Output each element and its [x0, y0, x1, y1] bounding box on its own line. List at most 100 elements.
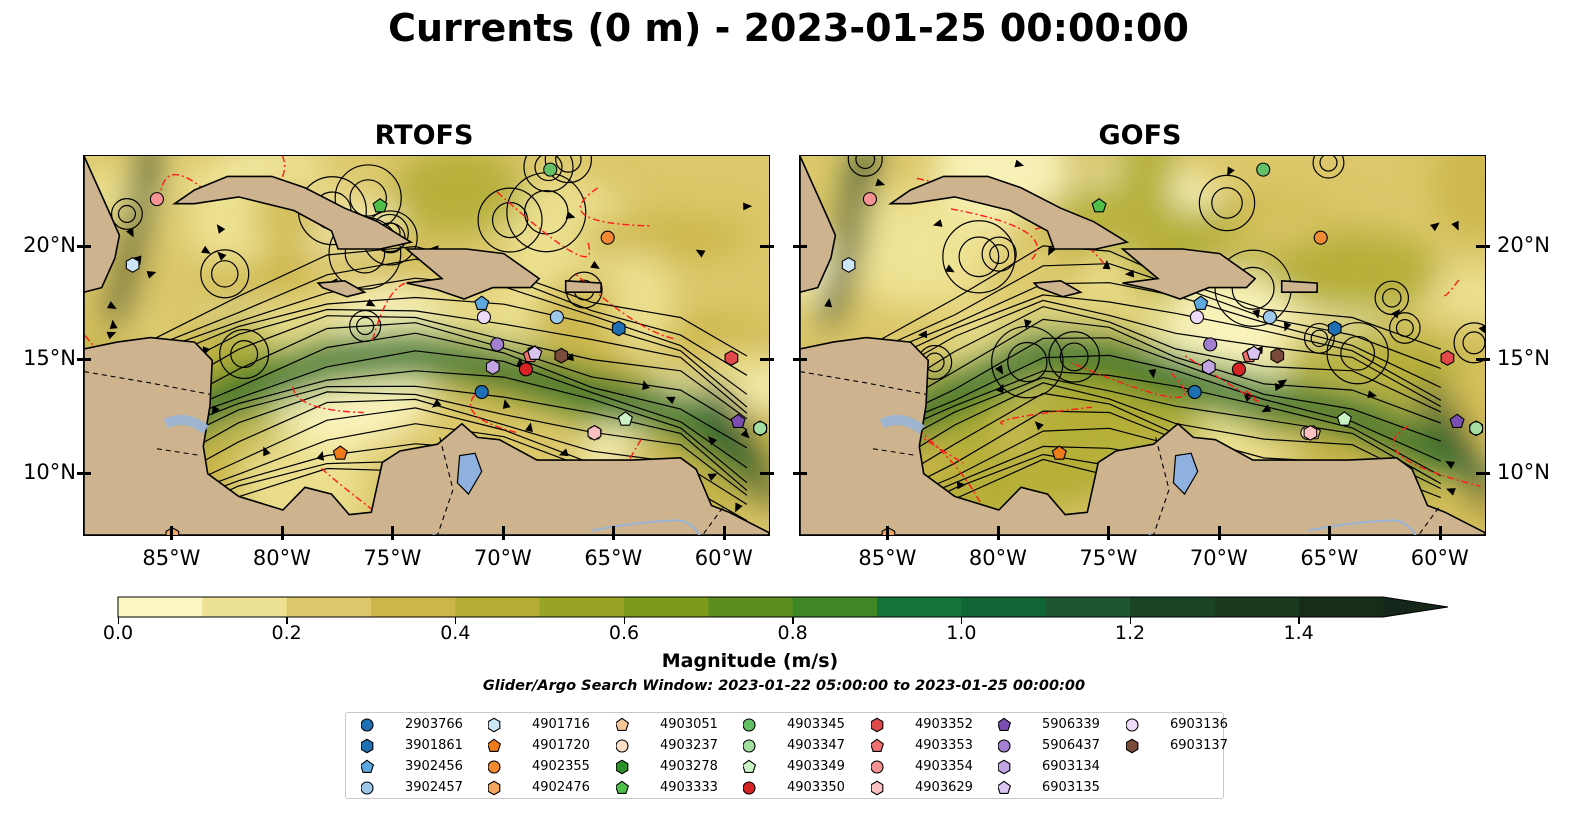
x-tick-mark — [1217, 526, 1221, 540]
legend-marker-icon — [361, 759, 375, 773]
legend-marker-icon — [743, 759, 757, 773]
legend-label: 2903766 — [405, 717, 463, 732]
y-tick-mark — [1476, 244, 1490, 248]
legend-label: 4903629 — [915, 780, 973, 795]
x-tick-label: 70°W — [473, 546, 532, 570]
colorbar-tick-label: 0.2 — [271, 622, 302, 644]
map-panel-gofs — [799, 155, 1486, 536]
x-tick-label: 75°W — [363, 546, 422, 570]
legend-marker-icon — [361, 781, 374, 795]
colorbar-tick-label: 0.4 — [440, 622, 471, 644]
legend-marker-icon — [871, 780, 884, 796]
platform-marker-4901716 — [841, 257, 856, 273]
legend-marker-icon — [616, 739, 629, 753]
legend-label: 4903278 — [660, 759, 718, 774]
legend-marker-icon — [871, 760, 884, 774]
platform-marker-3902456 — [1193, 295, 1209, 310]
legend-label: 4903237 — [660, 738, 718, 753]
legend-marker-icon — [488, 760, 501, 774]
legend-marker-icon — [998, 780, 1012, 794]
x-tick-mark — [612, 526, 616, 540]
legend-label: 4903333 — [660, 780, 718, 795]
legend-label: 4903345 — [787, 717, 845, 732]
platform-marker-5906437 — [1203, 337, 1218, 352]
platform-marker-6903134 — [485, 359, 500, 375]
x-tick-label: 65°W — [1300, 546, 1359, 570]
colorbar-bin — [1298, 597, 1384, 617]
colorbar-tick-mark — [1129, 617, 1131, 624]
colorbar-tick-label: 0.8 — [777, 622, 808, 644]
legend-label: 4901716 — [532, 717, 590, 732]
colorbar-bin — [961, 597, 1047, 617]
platform-marker-4903345 — [1256, 162, 1271, 177]
legend-label: 4903350 — [787, 780, 845, 795]
x-tick-mark — [391, 526, 395, 540]
platform-marker-4903349 — [617, 411, 633, 426]
colorbar-tick-mark — [623, 617, 625, 624]
legend-label: 6903134 — [1042, 759, 1100, 774]
platform-marker-3901861 — [1327, 320, 1342, 337]
y-tick-label-left: 15°N — [23, 346, 76, 371]
platform-marker-4903333 — [1091, 197, 1107, 213]
x-tick-label: 75°W — [1079, 546, 1138, 570]
legend-label: 5906339 — [1042, 717, 1100, 732]
platform-marker-4903354 — [149, 192, 164, 207]
legend-label: 3901861 — [405, 738, 463, 753]
y-tick-mark — [760, 471, 774, 475]
colorbar-bin — [792, 597, 878, 617]
legend-label: 5906437 — [1042, 738, 1100, 753]
platform-marker-4902355 — [600, 230, 615, 245]
y-tick-label-right: 15°N — [1497, 346, 1550, 371]
x-tick-mark — [1107, 526, 1111, 540]
platform-marker-4903347 — [1469, 421, 1484, 436]
platform-marker-4902355 — [1313, 230, 1328, 245]
x-tick-label: 70°W — [1189, 546, 1248, 570]
platform-marker-3902456 — [474, 295, 490, 310]
platform-marker-6903136 — [1189, 310, 1205, 325]
colorbar-extend-arrow — [1383, 597, 1448, 617]
x-tick-label: 85°W — [858, 546, 917, 570]
platform-marker-4903349 — [1336, 411, 1352, 426]
legend-marker-icon — [488, 780, 501, 796]
platform-marker-4903347 — [753, 421, 768, 436]
legend-label: 4903349 — [787, 759, 845, 774]
platform-marker-6903135 — [1246, 345, 1262, 360]
platform-marker-4903629 — [1303, 424, 1318, 441]
legend-label: 4903353 — [915, 738, 973, 753]
legend-label: 4901720 — [532, 738, 590, 753]
platform-marker-4901720 — [1051, 445, 1067, 460]
colorbar-bin — [371, 597, 456, 617]
y-tick-mark — [77, 358, 91, 362]
x-tick-mark — [280, 526, 284, 540]
x-tick-mark — [1328, 526, 1332, 540]
legend-label: 4903347 — [787, 738, 845, 753]
colorbar-tick-label: 1.4 — [1283, 622, 1314, 644]
chart-title: Currents (0 m) - 2023-01-25 00:00:00 — [388, 6, 1189, 50]
colorbar-label: Magnitude (m/s) — [661, 650, 839, 672]
legend-label: 3902456 — [405, 759, 463, 774]
x-tick-mark — [170, 526, 174, 540]
legend-label: 4903354 — [915, 759, 973, 774]
panel-title-rtofs: RTOFS — [374, 120, 474, 151]
colorbar-bin — [539, 597, 625, 617]
platform-marker-6903135 — [527, 345, 543, 360]
map-svg-gofs — [800, 156, 1485, 535]
legend-label: 3902457 — [405, 780, 463, 795]
platform-marker-5906339 — [730, 413, 746, 428]
x-tick-mark — [501, 526, 505, 540]
y-tick-mark — [760, 244, 774, 248]
colorbar-bin — [455, 597, 541, 617]
platform-marker-5906339 — [1449, 413, 1465, 428]
platform-marker-4903629 — [587, 424, 602, 441]
platform-marker-5906437 — [490, 337, 505, 352]
panel-title-gofs: GOFS — [1098, 120, 1182, 151]
legend-marker-icon — [616, 759, 629, 775]
x-tick-label: 85°W — [142, 546, 201, 570]
legend-label: 4902476 — [532, 780, 590, 795]
map-svg-rtofs — [84, 156, 769, 535]
legend-label: 6903135 — [1042, 780, 1100, 795]
legend-marker-icon — [743, 718, 756, 732]
legend-marker-icon — [616, 717, 630, 731]
colorbar-bin — [1130, 597, 1215, 617]
y-tick-label-left: 20°N — [23, 232, 76, 257]
